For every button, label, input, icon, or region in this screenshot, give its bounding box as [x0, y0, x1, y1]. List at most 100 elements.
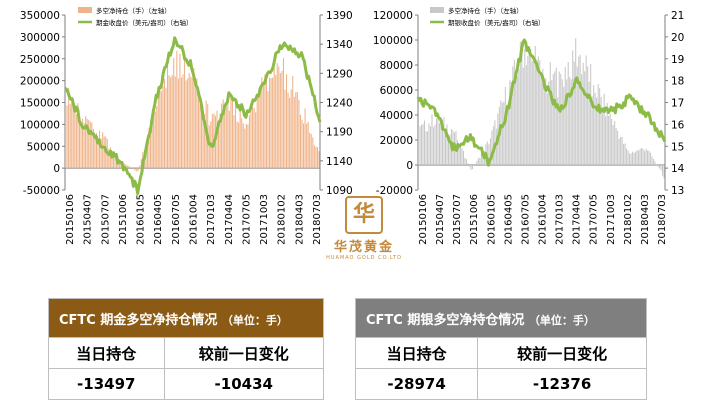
silver-net-position-bar	[468, 165, 470, 167]
gold-net-position-bar	[148, 127, 150, 169]
silver-net-position-bar	[546, 93, 548, 165]
gold-net-position-bar	[194, 81, 196, 169]
gold-net-position-bar	[265, 79, 267, 169]
gold-col-change: 较前一日变化	[163, 337, 324, 369]
silver-net-position-bar	[555, 67, 557, 165]
gold-net-position-bar	[162, 85, 164, 169]
silver-net-position-bar	[438, 123, 441, 165]
gold-net-position-bar	[133, 168, 135, 170]
gold-net-position-bar	[287, 92, 289, 169]
gold-net-position-bar	[125, 164, 127, 169]
silver-net-position-bar	[639, 148, 641, 165]
gold-value-change: -10434	[163, 368, 324, 400]
silver-net-position-bar	[434, 124, 436, 165]
gold-table-unit: （单位：手）	[221, 313, 288, 327]
silver-net-position-bar	[566, 79, 568, 165]
gold-net-position-bar	[72, 107, 74, 169]
silver-net-position-bar	[563, 86, 565, 165]
silver-x-tick-label: 20170103	[555, 194, 566, 245]
gold-net-position-bar	[191, 77, 193, 169]
silver-net-position-bar	[573, 61, 575, 165]
gold-net-position-bar	[190, 76, 192, 169]
silver-net-position-bar	[540, 72, 542, 165]
silver-right-tick-label: 13	[671, 185, 684, 197]
silver-net-position-bar	[648, 150, 650, 165]
silver-net-position-bar	[464, 157, 466, 165]
silver-net-position-bar	[663, 165, 665, 179]
gold-net-position-bar	[187, 78, 189, 169]
silver-net-position-bar	[561, 79, 563, 165]
gold-net-position-bar	[171, 75, 173, 169]
gold-net-position-bar	[313, 145, 315, 169]
silver-net-position-bar	[507, 101, 509, 165]
gold-right-tick-label: 1140	[326, 156, 353, 168]
gold-net-position-bar	[255, 112, 257, 169]
gold-net-position-bar	[74, 108, 76, 169]
silver-net-position-bar	[584, 71, 586, 165]
silver-net-position-bar	[621, 136, 623, 165]
silver-net-position-bar	[557, 97, 559, 165]
silver-net-position-bar	[527, 55, 529, 166]
silver-net-position-bar	[582, 63, 584, 165]
silver-net-position-bar	[591, 96, 593, 165]
silver-net-position-bar	[440, 120, 442, 165]
logo-english-name: HUAMAO GOLD CO.LTD	[326, 255, 402, 261]
silver-left-tick-label: 100000	[373, 35, 413, 47]
gold-net-position-bar	[278, 66, 280, 169]
silver-net-position-bar	[503, 101, 505, 165]
gold-net-position-bar	[80, 122, 82, 169]
silver-x-tick-label: 20150707	[452, 194, 463, 245]
gold-right-tick-label: 1240	[326, 98, 353, 110]
gold-net-position-bar	[180, 77, 182, 169]
gold-net-position-bar	[293, 96, 295, 169]
silver-net-position-bar	[653, 159, 655, 165]
gold-net-position-bar	[123, 163, 125, 169]
silver-net-position-bar	[645, 148, 647, 165]
gold-left-tick-label: 0	[53, 163, 60, 175]
silver-net-position-bar	[465, 158, 467, 165]
silver-table-unit: （单位：手）	[528, 313, 595, 327]
gold-net-position-bar	[85, 116, 87, 169]
silver-net-position-bar	[435, 118, 438, 165]
silver-net-position-bar	[629, 153, 631, 165]
gold-net-position-bar	[91, 122, 93, 169]
silver-net-position-bar	[534, 45, 536, 166]
gold-right-tick-label: 1190	[326, 127, 353, 139]
gold-x-tick-label: 20160405	[153, 194, 164, 245]
silver-net-position-bar	[509, 80, 511, 165]
gold-net-position-bar	[163, 78, 165, 169]
silver-net-position-bar	[641, 148, 643, 165]
gold-net-position-bar	[114, 153, 116, 169]
gold-net-position-bar	[185, 80, 187, 169]
silver-x-tick-label: 20160705	[520, 194, 531, 245]
gold-x-tick-label: 20180403	[294, 194, 305, 245]
silver-net-position-bar	[486, 141, 488, 165]
logo-chinese-name: 华茂黄金	[333, 240, 394, 255]
gold-net-position-bar	[224, 109, 226, 169]
silver-col-change: 较前一日变化	[477, 337, 647, 369]
silver-net-position-bar	[525, 65, 527, 165]
gold-net-position-bar	[179, 53, 181, 169]
silver-net-position-bar	[477, 158, 479, 165]
silver-left-tick-label: 120000	[373, 10, 413, 22]
gold-net-position-bar	[97, 138, 99, 169]
gold-legend-line-label: 期金收盘价（美元/盎司）（右轴）	[96, 18, 192, 27]
gold-right-tick-label: 1090	[326, 185, 353, 197]
silver-net-position-bar	[473, 165, 475, 167]
gold-net-position-bar	[289, 97, 291, 169]
silver-net-position-bar	[572, 50, 574, 166]
silver-net-position-bar	[662, 165, 664, 176]
gold-net-position-bar	[102, 132, 104, 169]
gold-net-position-bar	[99, 130, 101, 169]
silver-net-position-bar	[513, 59, 515, 165]
silver-net-position-bar	[602, 108, 604, 165]
gold-right-tick-label: 1390	[326, 10, 353, 22]
silver-net-position-bar	[536, 59, 538, 165]
gold-net-position-bar	[156, 106, 158, 169]
silver-net-position-bar	[581, 74, 583, 165]
gold-x-tick-label: 20150407	[83, 194, 94, 245]
silver-net-position-bar	[549, 62, 551, 165]
gold-net-position-bar	[316, 147, 318, 169]
gold-net-position-bar	[216, 110, 218, 169]
silver-net-position-bar	[626, 148, 628, 165]
